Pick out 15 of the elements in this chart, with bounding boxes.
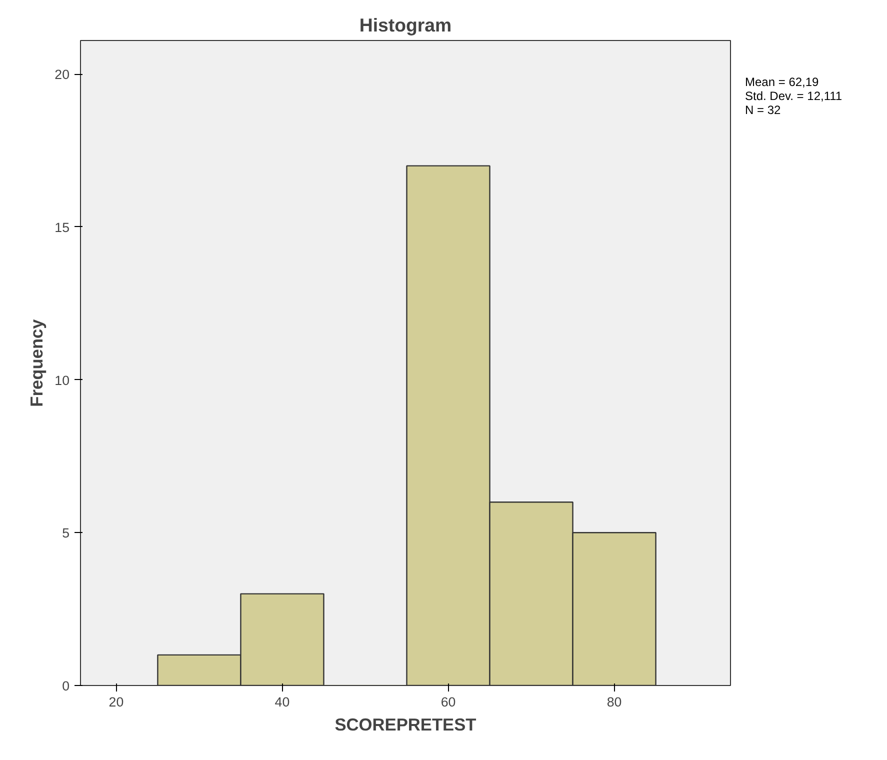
x-tick-label: 40 <box>274 694 290 710</box>
text: Std. Dev. = 12,111 <box>745 89 842 103</box>
x-tick-label: 20 <box>108 694 124 710</box>
chart-title: Histogram <box>359 14 452 36</box>
x-tick-label: 80 <box>606 694 622 710</box>
x-axis-title: SCOREPRETEST <box>334 714 477 734</box>
y-tick-label: 0 <box>62 678 70 694</box>
y-tick-label: 20 <box>54 67 70 82</box>
text: Mean = 62,19 <box>745 75 819 89</box>
y-tick-label: 5 <box>62 526 70 541</box>
y-tick-label: 10 <box>54 372 70 388</box>
y-axis-title: Frequency <box>26 318 47 407</box>
text: N = 32 <box>745 103 781 117</box>
y-tick-label: 15 <box>54 220 70 235</box>
x-tick-label: 60 <box>440 694 456 710</box>
